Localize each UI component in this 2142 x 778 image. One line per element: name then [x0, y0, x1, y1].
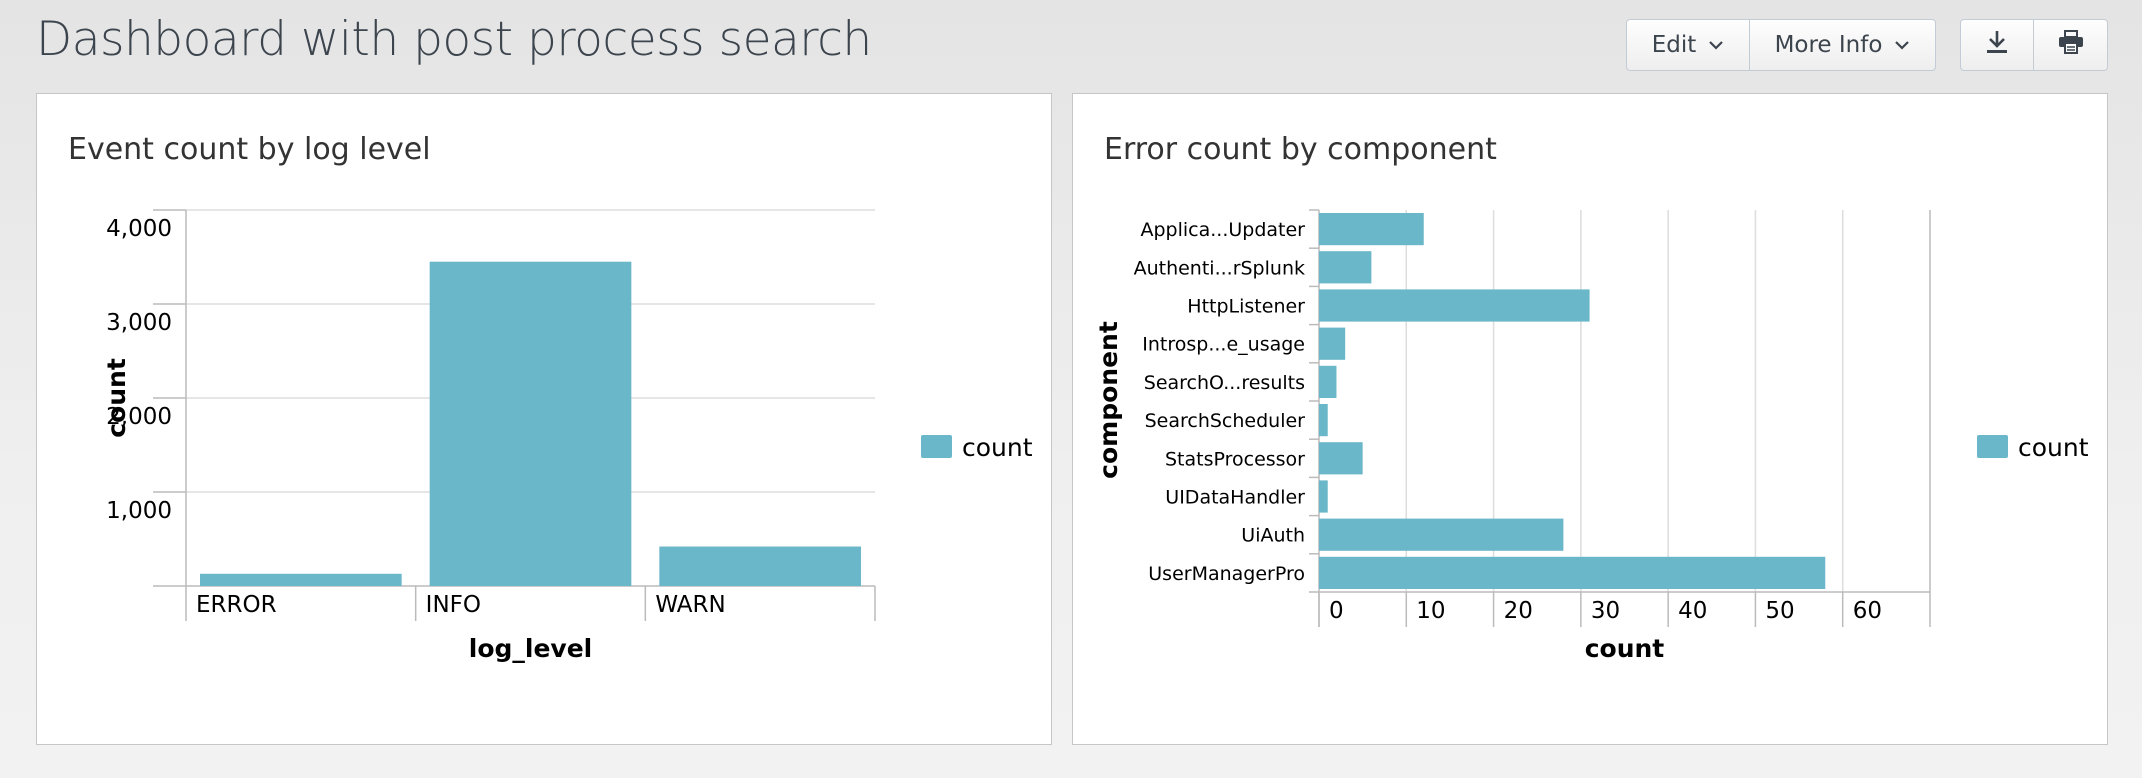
bar-component	[1319, 289, 1590, 322]
y-tick-label: 3,000	[106, 310, 172, 336]
print-icon	[2058, 30, 2084, 60]
x-tick-label: 50	[1765, 598, 1794, 624]
y-tick-label: UIDataHandler	[1165, 487, 1305, 509]
x-tick-label: 60	[1853, 598, 1882, 624]
y-tick-label: Authenti...rSplunk	[1134, 257, 1305, 279]
x-tick-label: WARN	[655, 592, 725, 618]
y-tick-label: 1,000	[106, 498, 172, 524]
y-tick-label: Introsp...e_usage	[1142, 334, 1305, 356]
bar-component	[1319, 404, 1328, 437]
dashboard-actions: Edit More Info	[1626, 19, 1936, 71]
edit-label: Edit	[1651, 32, 1697, 58]
bar-error	[200, 573, 402, 586]
more-info-button[interactable]: More Info	[1750, 19, 1936, 71]
panel-error-count: Error count by component 0 10 20 30 40 50 60 Ap…	[1072, 93, 2108, 745]
bar-component	[1319, 480, 1328, 513]
chevron-down-icon	[1894, 40, 1910, 50]
y-tick-label: 4,000	[106, 216, 172, 242]
bar-info	[429, 261, 632, 586]
y-tick-label: Applica...Updater	[1140, 219, 1305, 241]
chevron-down-icon	[1708, 40, 1724, 50]
bar-component	[1319, 556, 1826, 589]
x-axis-title: count	[1585, 634, 1665, 663]
x-tick-label: 10	[1416, 598, 1445, 624]
bar-component	[1319, 327, 1346, 360]
legend-label: count	[2018, 433, 2089, 462]
x-tick-label: INFO	[426, 592, 481, 618]
x-axis-title: log_level	[469, 634, 593, 663]
legend-swatch	[1977, 435, 2008, 458]
panel-title: Error count by component	[1104, 132, 1497, 167]
x-tick-label: ERROR	[196, 592, 277, 618]
page-title: Dashboard with post process search	[36, 12, 872, 67]
bar-component	[1319, 213, 1424, 246]
y-tick-label: 2,000	[106, 404, 172, 430]
x-tick-label: 30	[1591, 598, 1620, 624]
download-button[interactable]	[1960, 19, 2034, 71]
download-icon	[1985, 29, 2009, 61]
y-tick-label: UiAuth	[1241, 525, 1305, 547]
bar-component	[1319, 442, 1363, 475]
y-tick-label: StatsProcessor	[1165, 448, 1305, 470]
panel-event-count: Event count by log level 1,000 2,000 3,000…	[36, 93, 1052, 745]
bar-component	[1319, 251, 1372, 284]
y-tick-label: HttpListener	[1187, 296, 1305, 318]
bar-component	[1319, 365, 1337, 398]
y-tick-label: SearchScheduler	[1145, 410, 1306, 432]
y-tick-label: UserManagerPro	[1148, 563, 1305, 585]
bar-warn	[659, 546, 861, 586]
print-button[interactable]	[2034, 19, 2108, 71]
y-axis-title: count	[102, 358, 131, 438]
edit-button[interactable]: Edit	[1626, 19, 1750, 71]
x-tick-label: 0	[1329, 598, 1344, 624]
chart-error-count-by-component: 0 10 20 30 40 50 60 Applica...Updater Authenti..…	[1094, 209, 2089, 663]
legend-swatch	[921, 435, 952, 458]
legend-label: count	[962, 433, 1033, 462]
y-tick-label: SearchO...results	[1144, 372, 1305, 394]
panel-title: Event count by log level	[68, 132, 431, 167]
bar-component	[1319, 518, 1564, 551]
x-tick-label: 20	[1504, 598, 1533, 624]
export-actions	[1960, 19, 2108, 71]
chart-event-count-by-log-level: 1,000 2,000 3,000 4,000 ERROR INFO WARN log_lev…	[102, 209, 1033, 663]
y-axis-title: component	[1094, 321, 1123, 479]
more-info-label: More Info	[1774, 32, 1883, 58]
x-tick-label: 40	[1678, 598, 1707, 624]
